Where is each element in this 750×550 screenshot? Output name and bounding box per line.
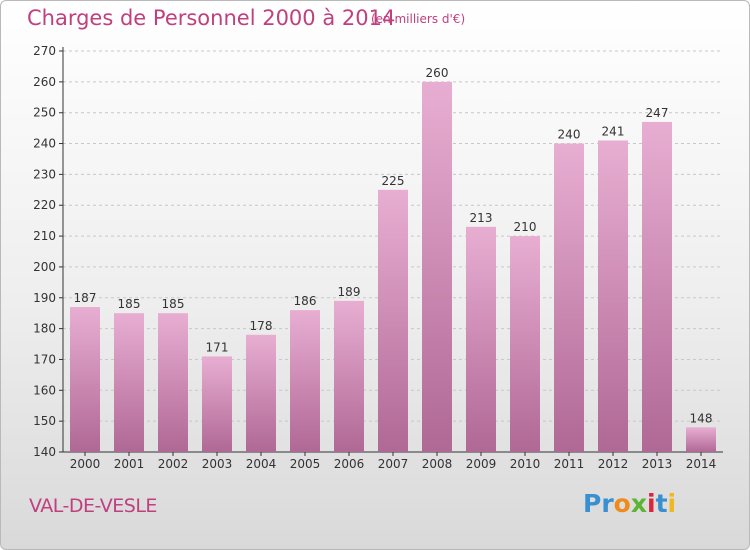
bar[interactable] bbox=[510, 236, 540, 452]
bar[interactable] bbox=[466, 226, 496, 452]
y-tick-label: 250 bbox=[33, 106, 56, 120]
bar[interactable] bbox=[378, 189, 408, 453]
bar[interactable] bbox=[114, 313, 144, 452]
logo-letter: t bbox=[655, 489, 668, 518]
logo-letter: x bbox=[630, 489, 647, 518]
x-tick-label: 2008 bbox=[422, 457, 453, 471]
bar[interactable] bbox=[554, 143, 584, 453]
y-tick-label: 170 bbox=[33, 352, 56, 366]
bar[interactable] bbox=[246, 334, 276, 452]
data-label: 247 bbox=[646, 106, 669, 120]
place-name: VAL-DE-VESLE bbox=[29, 495, 157, 517]
x-tick-label: 2011 bbox=[554, 457, 585, 471]
data-label: 171 bbox=[206, 340, 229, 354]
logo-letter: r bbox=[601, 489, 614, 518]
y-tick-label: 230 bbox=[33, 167, 56, 181]
x-tick-label: 2014 bbox=[686, 457, 717, 471]
x-tick-label: 2006 bbox=[334, 457, 365, 471]
x-tick-label: 2012 bbox=[598, 457, 629, 471]
y-tick-label: 210 bbox=[33, 229, 56, 243]
data-label: 186 bbox=[294, 294, 317, 308]
y-tick-label: 140 bbox=[33, 445, 56, 459]
y-tick-label: 200 bbox=[33, 260, 56, 274]
bar[interactable] bbox=[686, 427, 716, 452]
data-label: 213 bbox=[470, 211, 493, 225]
bar[interactable] bbox=[334, 300, 364, 452]
bar[interactable] bbox=[598, 140, 628, 452]
chart-subtitle: (en milliers d'€) bbox=[371, 12, 466, 26]
x-tick-label: 2001 bbox=[114, 457, 145, 471]
x-tick-label: 2013 bbox=[642, 457, 673, 471]
x-tick-label: 2009 bbox=[466, 457, 497, 471]
data-label: 240 bbox=[558, 128, 581, 142]
data-label: 189 bbox=[338, 285, 361, 299]
proxiti-logo[interactable]: Proxiti bbox=[583, 489, 676, 518]
y-tick-label: 180 bbox=[33, 322, 56, 336]
x-tick-label: 2000 bbox=[70, 457, 101, 471]
x-tick-label: 2004 bbox=[246, 457, 277, 471]
logo-letter: i bbox=[647, 489, 656, 518]
y-tick-label: 240 bbox=[33, 137, 56, 151]
logo-letter: P bbox=[583, 489, 602, 518]
bar[interactable] bbox=[642, 121, 672, 452]
x-tick-label: 2002 bbox=[158, 457, 189, 471]
x-tick-label: 2010 bbox=[510, 457, 541, 471]
bar[interactable] bbox=[202, 356, 232, 452]
x-tick-label: 2005 bbox=[290, 457, 321, 471]
logo-letter: o bbox=[613, 489, 631, 518]
data-label: 178 bbox=[250, 319, 273, 333]
data-label: 241 bbox=[602, 124, 625, 138]
y-tick-label: 270 bbox=[33, 44, 56, 58]
data-label: 187 bbox=[74, 291, 97, 305]
logo-letter: i bbox=[667, 489, 677, 518]
data-label: 148 bbox=[690, 411, 713, 425]
x-tick-label: 2007 bbox=[378, 457, 409, 471]
bar[interactable] bbox=[70, 307, 100, 452]
data-label: 185 bbox=[118, 297, 141, 311]
x-tick-label: 2003 bbox=[202, 457, 233, 471]
data-label: 210 bbox=[514, 220, 537, 234]
bar[interactable] bbox=[290, 310, 320, 452]
y-tick-label: 190 bbox=[33, 291, 56, 305]
y-tick-label: 160 bbox=[33, 383, 56, 397]
bar[interactable] bbox=[158, 313, 188, 452]
data-label: 260 bbox=[426, 66, 449, 80]
data-label: 185 bbox=[162, 297, 185, 311]
y-tick-label: 220 bbox=[33, 198, 56, 212]
y-tick-label: 260 bbox=[33, 75, 56, 89]
bar[interactable] bbox=[422, 81, 452, 452]
y-tick-label: 150 bbox=[33, 414, 56, 428]
chart-title: Charges de Personnel 2000 à 2014 bbox=[27, 6, 396, 30]
data-label: 225 bbox=[382, 174, 405, 188]
